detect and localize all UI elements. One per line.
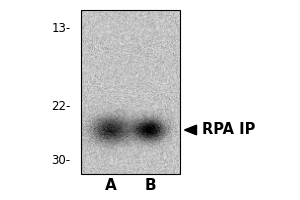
Text: A: A [105, 178, 117, 194]
Text: 13-: 13- [51, 21, 70, 34]
Text: 30-: 30- [51, 154, 70, 166]
Text: 22-: 22- [51, 99, 70, 112]
Polygon shape [184, 125, 196, 135]
Text: B: B [144, 178, 156, 194]
Bar [81, 10, 180, 174]
Text: RPA IP: RPA IP [202, 122, 256, 138]
